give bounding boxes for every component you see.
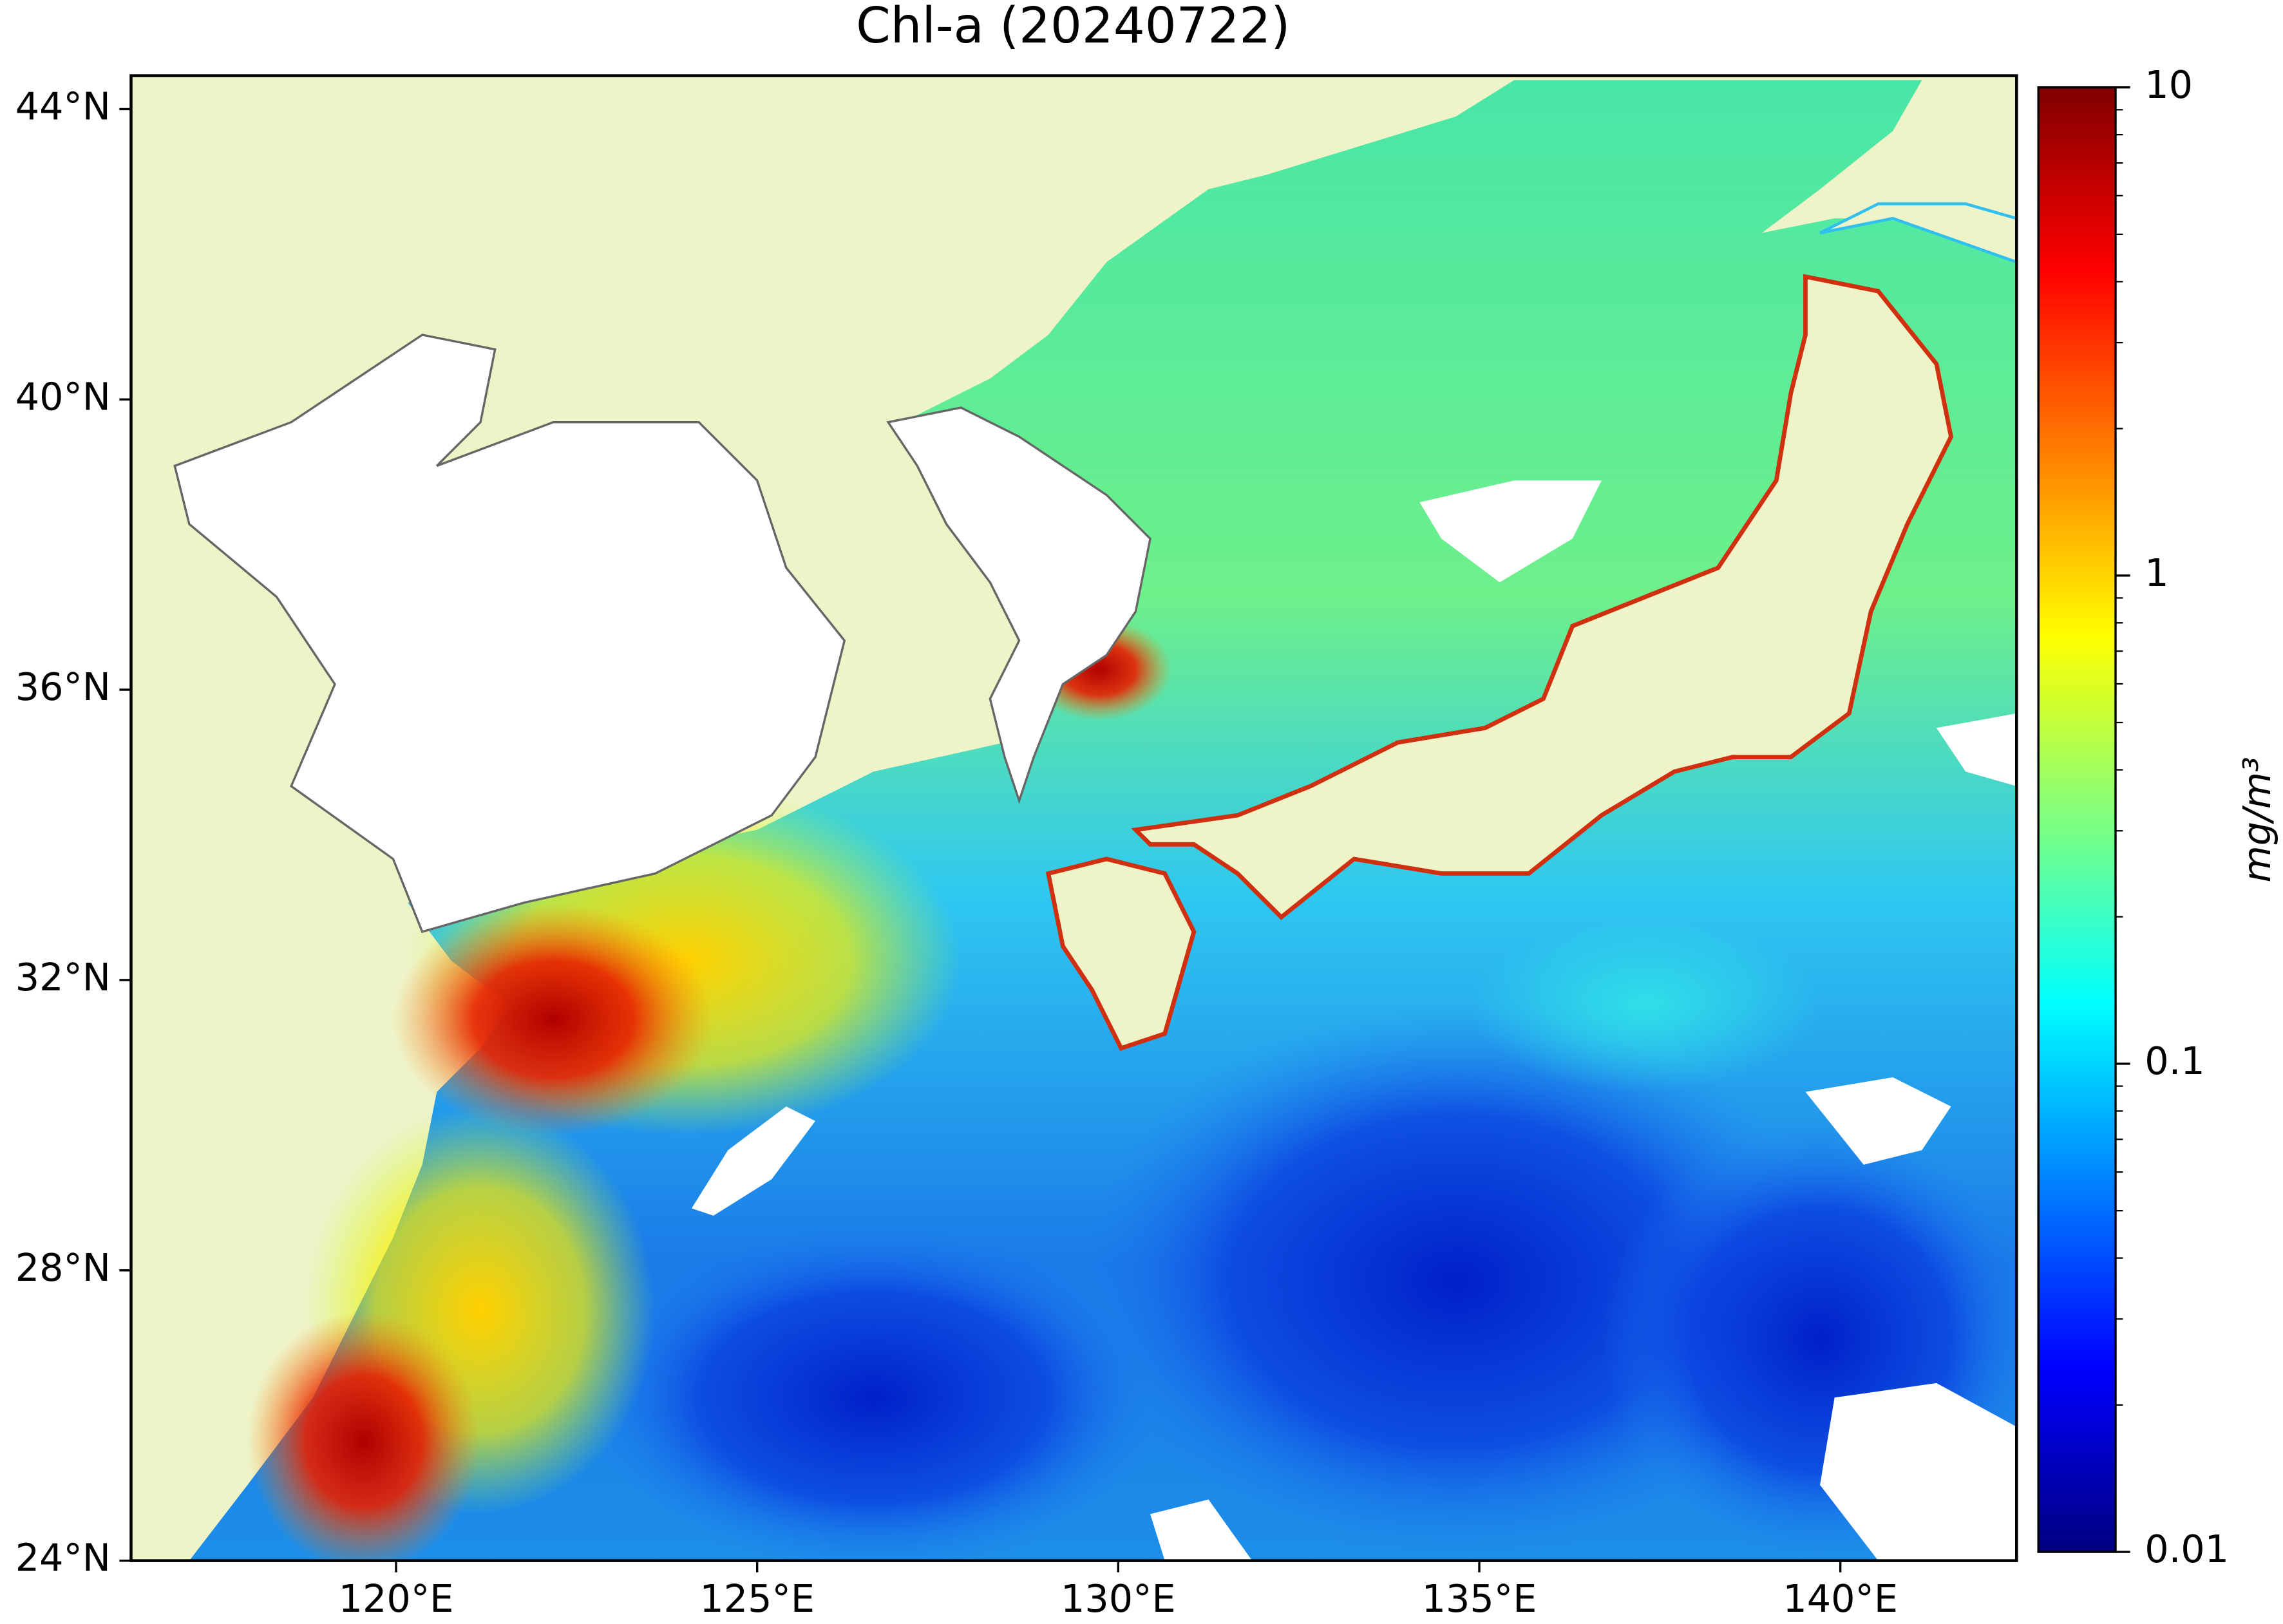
x-tick-label: 130°E	[1061, 1576, 1176, 1621]
japan-honshu	[1131, 274, 1954, 920]
x-tick-label: 125°E	[699, 1576, 815, 1621]
y-tick-label: 36°N	[15, 665, 111, 709]
y-tick-label: 32°N	[15, 955, 111, 999]
very-high-chl	[247, 1310, 481, 1561]
y-tick-label: 28°N	[15, 1245, 111, 1290]
x-tick-label: 140°E	[1783, 1576, 1898, 1621]
cloud	[1820, 1383, 2017, 1561]
low-chl	[582, 1223, 1165, 1561]
axes-frame	[129, 74, 2018, 1562]
china-cloud	[173, 334, 846, 934]
chart-title: Chl-a (20240722)	[856, 0, 1290, 55]
cloud	[1805, 1077, 1951, 1165]
colorbar-tick-label: 0.01	[2145, 1527, 2229, 1571]
x-tick-label: 135°E	[1422, 1576, 1537, 1621]
korea	[886, 406, 1151, 804]
map-image	[131, 75, 2017, 1561]
cloud	[1936, 713, 2017, 786]
y-tick-label: 24°N	[15, 1536, 111, 1580]
x-tick-label: 120°E	[339, 1576, 454, 1621]
y-tick-label: 40°N	[15, 374, 111, 419]
colorbar-tick-label: 10	[2145, 62, 2193, 107]
colorbar-tick-label: 0.1	[2145, 1039, 2204, 1083]
y-tick-label: 44°N	[15, 84, 111, 129]
cloud	[1150, 1499, 1253, 1561]
colorbar-label: mg/m³	[2235, 757, 2279, 882]
japan-hokkaido	[1819, 202, 2017, 264]
japan-kyushu	[1045, 856, 1197, 1051]
colorbar	[2037, 86, 2117, 1553]
mid-chl	[1470, 917, 1821, 1092]
colorbar-tick-label: 1	[2145, 551, 2168, 595]
cloud	[1419, 480, 1602, 583]
very-high-chl	[393, 902, 714, 1136]
cloud	[691, 1106, 816, 1216]
